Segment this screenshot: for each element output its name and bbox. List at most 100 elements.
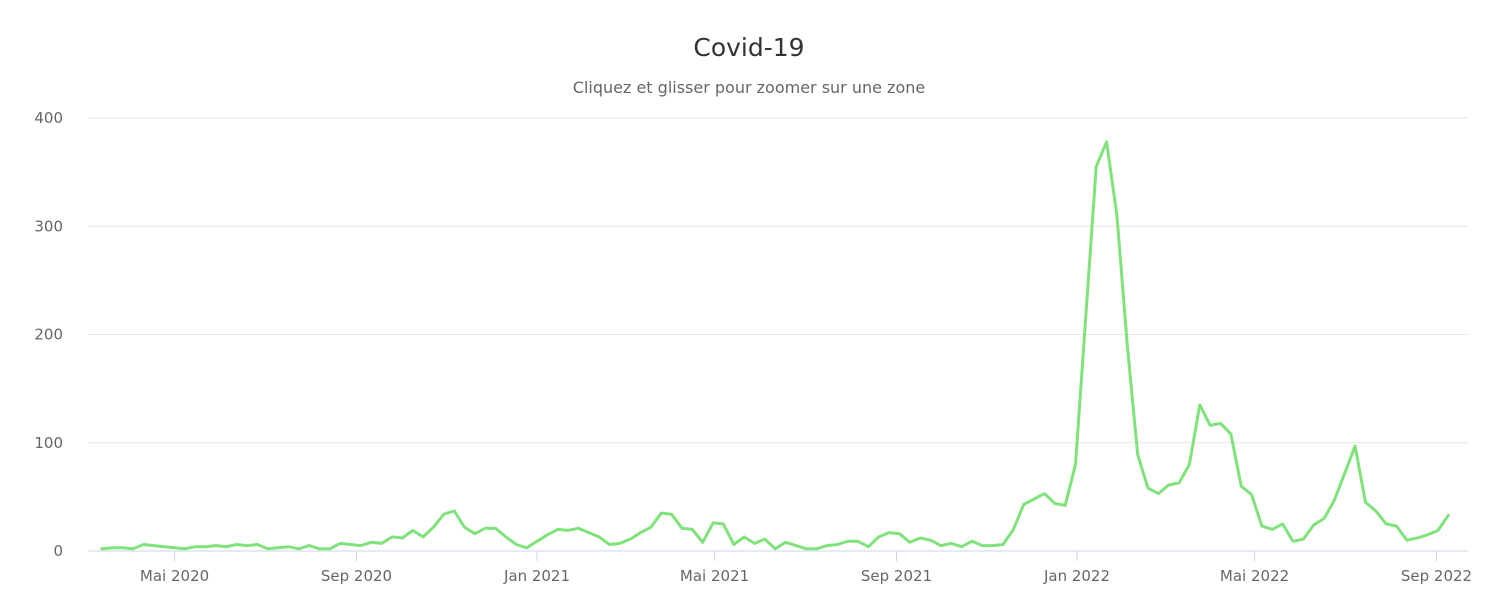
data-point[interactable] <box>688 525 696 533</box>
data-point[interactable] <box>1258 522 1266 530</box>
data-point[interactable] <box>1248 491 1256 499</box>
data-point[interactable] <box>989 542 997 550</box>
data-point[interactable] <box>968 537 976 545</box>
data-point[interactable] <box>1382 520 1390 528</box>
data-point[interactable] <box>657 509 665 517</box>
data-point[interactable] <box>895 530 903 538</box>
data-point[interactable] <box>854 537 862 545</box>
data-point[interactable] <box>1165 481 1173 489</box>
data-point[interactable] <box>160 543 168 551</box>
data-point[interactable] <box>1434 526 1442 534</box>
data-point[interactable] <box>719 520 727 528</box>
data-point[interactable] <box>595 533 603 541</box>
data-point[interactable] <box>367 538 375 546</box>
data-point[interactable] <box>1134 451 1142 459</box>
data-point[interactable] <box>958 543 966 551</box>
data-point[interactable] <box>481 524 489 532</box>
data-point[interactable] <box>823 542 831 550</box>
data-point[interactable] <box>916 534 924 542</box>
data-point[interactable] <box>1268 525 1276 533</box>
data-point[interactable] <box>947 539 955 547</box>
data-point[interactable] <box>543 531 551 539</box>
data-point[interactable] <box>347 541 355 549</box>
data-point[interactable] <box>1227 430 1235 438</box>
data-point[interactable] <box>492 524 500 532</box>
data-point[interactable] <box>1175 479 1183 487</box>
data-point[interactable] <box>357 542 365 550</box>
data-point[interactable] <box>574 524 582 532</box>
series-line[interactable] <box>100 140 1450 551</box>
data-point[interactable] <box>937 542 945 550</box>
data-point[interactable] <box>885 529 893 537</box>
data-point[interactable] <box>1082 311 1090 319</box>
data-point[interactable] <box>305 542 313 550</box>
data-point[interactable] <box>585 529 593 537</box>
data-point[interactable] <box>316 545 324 553</box>
data-point[interactable] <box>440 510 448 518</box>
data-point[interactable] <box>1144 484 1152 492</box>
data-point[interactable] <box>450 507 458 515</box>
data-point[interactable] <box>429 523 437 531</box>
data-point[interactable] <box>1020 500 1028 508</box>
data-point[interactable] <box>1113 211 1121 219</box>
data-point[interactable] <box>1393 522 1401 530</box>
data-point[interactable] <box>1051 499 1059 507</box>
data-point[interactable] <box>1341 469 1349 477</box>
data-point[interactable] <box>326 545 334 553</box>
data-point[interactable] <box>1351 442 1359 450</box>
data-point[interactable] <box>502 533 510 541</box>
data-point[interactable] <box>212 542 220 550</box>
data-point[interactable] <box>264 545 272 553</box>
data-point[interactable] <box>864 543 872 551</box>
data-point[interactable] <box>98 545 106 553</box>
data-point[interactable] <box>906 538 914 546</box>
data-point[interactable] <box>668 510 676 518</box>
data-point[interactable] <box>1320 515 1328 523</box>
data-point[interactable] <box>1299 535 1307 543</box>
data-point[interactable] <box>1185 460 1193 468</box>
data-point[interactable] <box>1009 525 1017 533</box>
data-point[interactable] <box>284 543 292 551</box>
data-point[interactable] <box>274 544 282 552</box>
data-point[interactable] <box>419 533 427 541</box>
data-point[interactable] <box>1206 421 1214 429</box>
data-point[interactable] <box>119 544 127 552</box>
data-point[interactable] <box>523 544 531 552</box>
data-point[interactable] <box>1123 341 1131 349</box>
data-point[interactable] <box>875 533 883 541</box>
data-point[interactable] <box>512 541 520 549</box>
data-point[interactable] <box>750 539 758 547</box>
data-point[interactable] <box>139 541 147 549</box>
data-point[interactable] <box>388 533 396 541</box>
data-point[interactable] <box>1103 138 1111 146</box>
data-point[interactable] <box>1196 401 1204 409</box>
data-point[interactable] <box>150 542 158 550</box>
data-point[interactable] <box>927 536 935 544</box>
data-point[interactable] <box>471 530 479 538</box>
data-point[interactable] <box>1154 490 1162 498</box>
data-point[interactable] <box>1289 537 1297 545</box>
data-point[interactable] <box>999 541 1007 549</box>
data-point[interactable] <box>637 529 645 537</box>
data-point[interactable] <box>1403 536 1411 544</box>
data-point[interactable] <box>1279 520 1287 528</box>
data-point[interactable] <box>782 538 790 546</box>
data-point[interactable] <box>1444 511 1452 519</box>
data-point[interactable] <box>295 545 303 553</box>
data-point[interactable] <box>191 543 199 551</box>
data-point[interactable] <box>1061 502 1069 510</box>
data-point[interactable] <box>378 539 386 547</box>
data-point[interactable] <box>1413 534 1421 542</box>
data-point[interactable] <box>181 545 189 553</box>
data-point[interactable] <box>1330 496 1338 504</box>
data-point[interactable] <box>1424 531 1432 539</box>
data-point[interactable] <box>813 545 821 553</box>
data-point[interactable] <box>564 526 572 534</box>
data-point[interactable] <box>398 534 406 542</box>
data-point[interactable] <box>1040 490 1048 498</box>
data-point[interactable] <box>771 545 779 553</box>
data-point[interactable] <box>171 544 179 552</box>
data-point[interactable] <box>802 545 810 553</box>
data-point[interactable] <box>605 541 613 549</box>
data-point[interactable] <box>1030 495 1038 503</box>
